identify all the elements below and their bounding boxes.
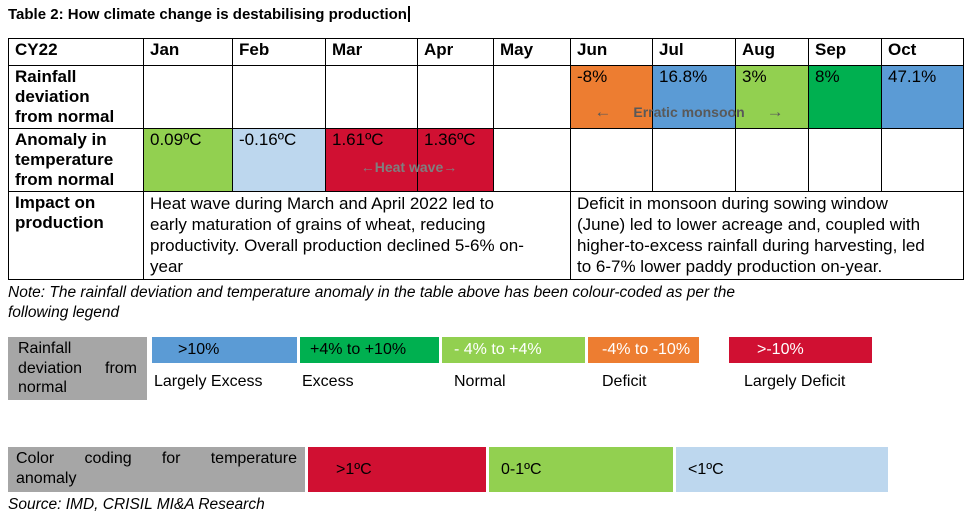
- rainfall-apr-cell: [417, 65, 494, 129]
- temperature-apr-value: 1.36ºC: [417, 128, 494, 192]
- header-aug: Aug: [735, 38, 809, 66]
- header-sep: Sep: [808, 38, 882, 66]
- rainfall-row: Rainfall deviation from normal -8% 16.8%…: [8, 65, 964, 129]
- legend-label-excess: Excess: [302, 373, 354, 390]
- header-cy22: CY22: [8, 38, 144, 66]
- temperature-aug-cell: [735, 128, 809, 192]
- legend-item-largely-deficit: >-10% Largely Deficit: [729, 337, 872, 391]
- temp-swatch-above-1c: >1ºC: [308, 447, 486, 492]
- rainfall-jan-cell: [143, 65, 233, 129]
- legend-swatch-excess: +4% to +10%: [300, 337, 439, 363]
- colour-coding-note: Note: The rainfall deviation and tempera…: [8, 284, 735, 321]
- temperature-may-cell: [493, 128, 571, 192]
- rainfall-jul-value: 16.8%: [652, 65, 736, 129]
- impact-wheat-text: Heat wave during March and April 2022 le…: [143, 191, 571, 280]
- temperature-mar-value: 1.61ºC: [325, 128, 418, 192]
- table-title-text: Table 2: How climate change is destabili…: [8, 6, 407, 23]
- temperature-oct-cell: [881, 128, 964, 192]
- legend-swatch-largely-excess: >10%: [152, 337, 297, 363]
- rainfall-legend: Rainfall deviation from normal >10% Larg…: [8, 337, 872, 400]
- header-row: CY22 Jan Feb Mar Apr May Jun Jul Aug Sep…: [8, 38, 964, 66]
- legend-label-normal: Normal: [454, 373, 506, 390]
- impact-row-label: Impact on production: [8, 191, 144, 280]
- temp-swatch-0-1c: 0-1ºC: [489, 447, 673, 492]
- rainfall-feb-cell: [232, 65, 326, 129]
- header-jun: Jun: [570, 38, 653, 66]
- legend-swatch-deficit: -4% to -10%: [588, 337, 699, 363]
- rainfall-row-label: Rainfall deviation from normal: [8, 65, 144, 129]
- header-apr: Apr: [417, 38, 494, 66]
- rainfall-oct-value: 47.1%: [881, 65, 964, 129]
- temperature-jan-value: 0.09ºC: [143, 128, 233, 192]
- legend-item-deficit: -4% to -10% Deficit: [588, 337, 699, 391]
- climate-table-wrapper: CY22 Jan Feb Mar Apr May Jun Jul Aug Sep…: [8, 38, 964, 280]
- temperature-legend-title: Color coding for temperature anomaly: [8, 447, 305, 492]
- rainfall-jun-value: -8%: [570, 65, 653, 129]
- header-jul: Jul: [652, 38, 736, 66]
- rainfall-aug-value: 3%: [735, 65, 809, 129]
- temp-swatch-below-1c: <1ºC: [676, 447, 888, 492]
- impact-row: Impact on production Heat wave during Ma…: [8, 191, 964, 280]
- temperature-jun-cell: [570, 128, 653, 192]
- rainfall-legend-title: Rainfall deviation from normal: [8, 337, 147, 400]
- temperature-row: Anomaly in temperature from normal 0.09º…: [8, 128, 964, 192]
- source-line: Source: IMD, CRISIL MI&A Research: [8, 496, 265, 513]
- rainfall-mar-cell: [325, 65, 418, 129]
- temperature-row-label: Anomaly in temperature from normal: [8, 128, 144, 192]
- header-oct: Oct: [881, 38, 964, 66]
- table-title[interactable]: Table 2: How climate change is destabili…: [8, 6, 410, 23]
- legend-label-largely-deficit: Largely Deficit: [744, 373, 846, 390]
- temperature-jul-cell: [652, 128, 736, 192]
- temperature-legend: Color coding for temperature anomaly >1º…: [8, 447, 888, 492]
- legend-item-excess: +4% to +10% Excess: [300, 337, 439, 391]
- header-mar: Mar: [325, 38, 418, 66]
- temperature-sep-cell: [808, 128, 882, 192]
- climate-table: CY22 Jan Feb Mar Apr May Jun Jul Aug Sep…: [8, 38, 964, 280]
- legend-swatch-normal: - 4% to +4%: [442, 337, 585, 363]
- legend-item-normal: - 4% to +4% Normal: [442, 337, 585, 391]
- text-cursor: [407, 6, 410, 22]
- legend-label-deficit: Deficit: [602, 373, 647, 390]
- legend-swatch-largely-deficit: >-10%: [729, 337, 872, 363]
- temperature-feb-value: -0.16ºC: [232, 128, 326, 192]
- rainfall-may-cell: [493, 65, 571, 129]
- header-may: May: [493, 38, 571, 66]
- legend-label-largely-excess: Largely Excess: [154, 373, 263, 390]
- header-feb: Feb: [232, 38, 326, 66]
- impact-paddy-text: Deficit in monsoon during sowing window …: [570, 191, 964, 280]
- rainfall-sep-value: 8%: [808, 65, 882, 129]
- header-jan: Jan: [143, 38, 233, 66]
- legend-item-largely-excess: >10% Largely Excess: [152, 337, 297, 391]
